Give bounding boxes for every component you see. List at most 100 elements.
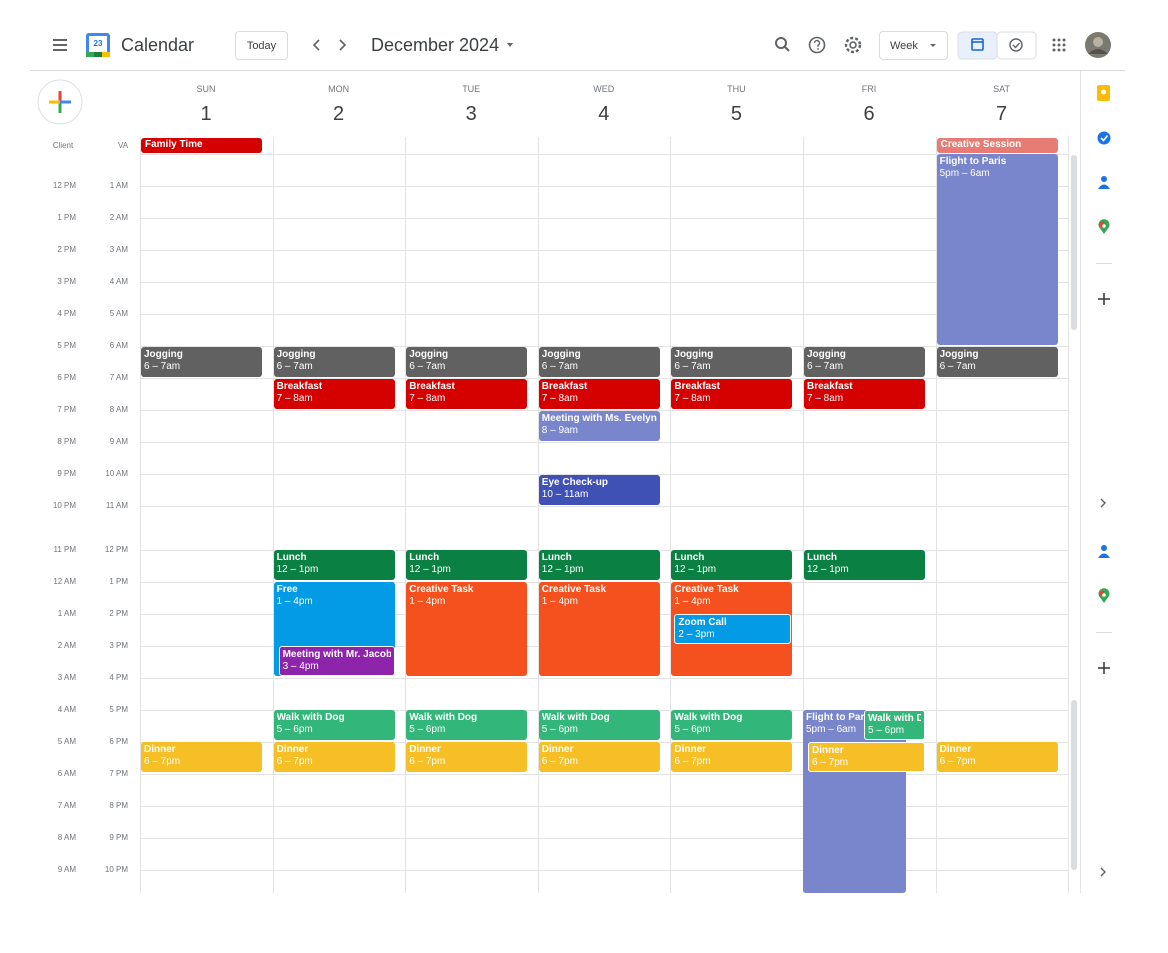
local-time-label: 6 AM bbox=[109, 341, 128, 350]
event[interactable]: Meeting with Mr. Jacobs 3 – 4pm bbox=[278, 646, 395, 676]
event[interactable]: Creative Task 1 – 4pm bbox=[406, 582, 528, 676]
create-button[interactable] bbox=[37, 79, 83, 125]
event-title: Lunch bbox=[807, 552, 837, 563]
event[interactable]: Creative Task 1 – 4pm bbox=[538, 582, 660, 676]
next-button[interactable] bbox=[339, 39, 347, 51]
event-title: Lunch bbox=[541, 552, 572, 563]
event-time: 6 – 7am bbox=[674, 361, 711, 372]
maps-icon-2[interactable] bbox=[1098, 588, 1110, 603]
menu-button[interactable] bbox=[53, 39, 67, 51]
weekday-label: SUN bbox=[196, 84, 216, 94]
date-number[interactable]: 6 bbox=[863, 103, 875, 125]
client-time-label: 12 AM bbox=[53, 577, 76, 586]
local-time-label: 2 PM bbox=[109, 609, 128, 618]
apps-button[interactable] bbox=[1052, 38, 1066, 52]
help-button[interactable] bbox=[808, 36, 826, 54]
event[interactable]: Lunch 12 – 1pm bbox=[804, 550, 925, 580]
event[interactable]: Eye Check-up 10 – 11am bbox=[538, 475, 660, 505]
settings-button[interactable] bbox=[844, 36, 862, 54]
all-day-divider bbox=[140, 154, 1069, 155]
date-number[interactable]: 5 bbox=[730, 103, 742, 125]
all-day-event[interactable]: Family Time bbox=[141, 138, 262, 153]
date-number[interactable]: 7 bbox=[996, 103, 1008, 125]
event[interactable]: Jogging 6 – 7am bbox=[141, 347, 262, 377]
local-time-label: 5 PM bbox=[109, 705, 128, 714]
search-button[interactable] bbox=[775, 37, 790, 52]
event-title: Meeting with Ms. Evelyn bbox=[541, 413, 657, 424]
event[interactable]: Dinner 6 – 7pm bbox=[141, 742, 262, 772]
event[interactable]: Lunch 12 – 1pm bbox=[273, 550, 395, 580]
contacts-icon-2[interactable] bbox=[1098, 545, 1110, 558]
event[interactable]: Jogging 6 – 7am bbox=[406, 347, 528, 377]
event[interactable]: Dinner 6 – 7pm bbox=[936, 742, 1058, 772]
day-divider bbox=[803, 137, 804, 893]
date-number[interactable]: 2 bbox=[333, 103, 345, 125]
expand-side-panel-2[interactable] bbox=[1100, 867, 1106, 877]
event[interactable]: Dinner 6 – 7pm bbox=[273, 742, 395, 772]
expand-side-panel[interactable] bbox=[1100, 498, 1106, 508]
event-time: 6 – 7am bbox=[541, 361, 578, 372]
event[interactable]: Dinner 6 – 7pm bbox=[538, 742, 660, 772]
event-title: Walk with Dog bbox=[674, 712, 743, 723]
event[interactable]: Lunch 12 – 1pm bbox=[538, 550, 660, 580]
hour-line bbox=[140, 218, 1069, 219]
hour-line bbox=[140, 186, 1069, 187]
date-dropdown-arrow[interactable] bbox=[507, 43, 513, 47]
account-avatar[interactable] bbox=[1085, 32, 1111, 58]
today-button[interactable]: Today bbox=[235, 31, 288, 60]
event[interactable]: Breakfast 7 – 8am bbox=[671, 379, 793, 409]
scrollbar-bottom bbox=[1071, 700, 1077, 870]
event[interactable]: Breakfast 7 – 8am bbox=[804, 379, 925, 409]
event[interactable]: Jogging 6 – 7am bbox=[671, 347, 793, 377]
event[interactable]: Dinner 6 – 7pm bbox=[406, 742, 528, 772]
weekday-label: SAT bbox=[993, 84, 1011, 94]
contacts-icon[interactable] bbox=[1098, 176, 1110, 189]
event-time: 7 – 8am bbox=[409, 393, 446, 404]
event-time: 5 – 6pm bbox=[868, 725, 905, 736]
event[interactable]: Flight to Paris 5pm – 6am bbox=[936, 154, 1058, 345]
event[interactable]: Flight to Paris 5pm – 6am bbox=[803, 710, 906, 893]
weekday-label: WED bbox=[593, 84, 615, 94]
event-title: Lunch bbox=[276, 552, 307, 563]
event[interactable]: Jogging 6 – 7am bbox=[936, 347, 1058, 377]
event[interactable]: Dinner 6 – 7pm bbox=[671, 742, 793, 772]
view-dropdown-arrow[interactable] bbox=[930, 44, 936, 47]
event[interactable]: Jogging 6 – 7am bbox=[273, 347, 395, 377]
client-time-label: 7 PM bbox=[57, 405, 76, 414]
event[interactable]: Lunch 12 – 1pm bbox=[671, 550, 793, 580]
event[interactable]: Lunch 12 – 1pm bbox=[406, 550, 528, 580]
event[interactable]: Meeting with Ms. Evelyn 8 – 9am bbox=[538, 411, 660, 441]
event[interactable]: Jogging 6 – 7am bbox=[804, 347, 925, 377]
calendar-logo bbox=[86, 33, 110, 57]
keep-icon[interactable] bbox=[1097, 85, 1110, 101]
add-addon-button[interactable] bbox=[1098, 293, 1110, 305]
event[interactable]: Breakfast 7 – 8am bbox=[538, 379, 660, 409]
event[interactable]: Zoom Call 2 – 3pm bbox=[674, 614, 792, 644]
event-title: Lunch bbox=[409, 552, 440, 563]
date-number[interactable]: 4 bbox=[598, 103, 610, 125]
event-title: Walk with Dog bbox=[409, 712, 478, 723]
event-time: 5pm – 6am bbox=[806, 724, 857, 735]
event[interactable]: Jogging 6 – 7am bbox=[538, 347, 660, 377]
event[interactable]: Breakfast 7 – 8am bbox=[273, 379, 395, 409]
tasks-side-icon[interactable] bbox=[1097, 131, 1111, 145]
event[interactable]: Dinner 6 – 7pm bbox=[808, 742, 925, 772]
day-divider bbox=[1068, 137, 1070, 893]
date-number[interactable]: 3 bbox=[465, 103, 477, 125]
local-time-label: 4 AM bbox=[109, 277, 128, 286]
maps-icon[interactable] bbox=[1098, 219, 1110, 234]
event[interactable]: Breakfast 7 – 8am bbox=[406, 379, 528, 409]
all-day-event[interactable]: Creative Session bbox=[936, 138, 1058, 153]
date-range[interactable]: December 2024 bbox=[371, 35, 500, 55]
date-number[interactable]: 1 bbox=[200, 103, 212, 125]
local-time-label: 8 PM bbox=[109, 801, 128, 810]
prev-button[interactable] bbox=[312, 39, 320, 51]
view-selector[interactable]: Week bbox=[879, 31, 948, 60]
event-title: Breakfast bbox=[674, 381, 720, 392]
add-addon-button-2[interactable] bbox=[1098, 662, 1110, 674]
